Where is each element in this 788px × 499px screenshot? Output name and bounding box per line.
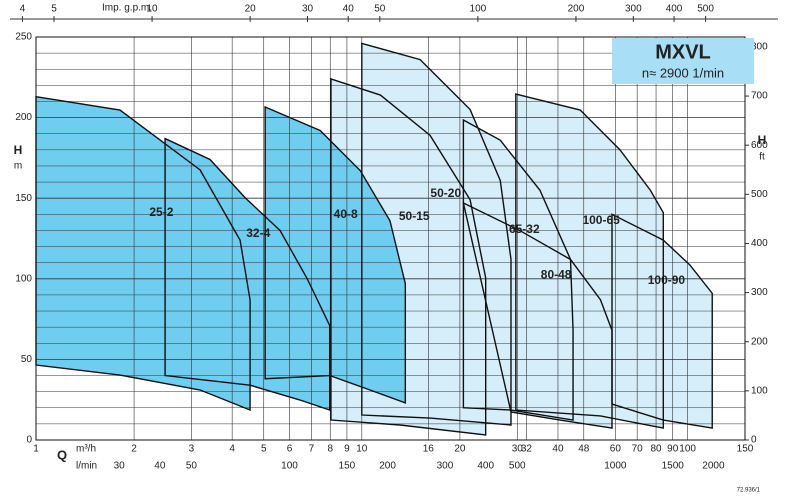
x3-unit: l/min [76,461,97,472]
x-tick-label: 10 [356,444,368,455]
y-tick-label: 100 [15,273,32,284]
y2-tick-label: 300 [751,287,768,298]
x-tick-label: 9 [344,444,350,455]
x-tick-label: 80 [650,444,662,455]
x3-tick-label: 1000 [604,461,627,472]
x3-tick-label: 30 [114,461,126,472]
x3-tick-label: 50 [186,461,198,472]
x-tick-label: 2 [131,444,137,455]
region-outline [264,105,407,404]
region-label: 50-15 [399,209,430,223]
y-tick-label: 250 [15,32,32,43]
y-unit: m [14,161,22,172]
region-outline [361,42,512,426]
x-tick-label: 7 [309,444,315,455]
y-label: H [14,143,23,157]
x2-tick-label: 20 [245,4,257,15]
x2-tick-label: 50 [374,4,386,15]
region-label: 32-4 [246,226,270,240]
x-tick-label: 60 [610,444,622,455]
region-label: 100-90 [648,273,686,287]
x-tick-label: 3 [189,444,195,455]
x-tick-label: 30 [512,444,524,455]
x2-tick-label: 40 [343,4,355,15]
x2-unit: Imp. g.p.m. [102,3,152,14]
y-tick-label: 150 [15,193,32,204]
y2-label: H [758,133,767,147]
x-tick-label: 5 [261,444,267,455]
plot-frame [35,36,746,441]
y2-tick-label: 800 [751,42,768,53]
region-outline [330,77,487,436]
x2-tick-label: 5 [51,4,57,15]
y2-tick-label: 100 [751,386,768,397]
code: 72.936/1 [737,488,761,494]
x2-tick-label: 200 [568,4,585,15]
x3-tick-label: 400 [477,461,494,472]
x3-tick-label: 150 [339,461,356,472]
x2-tick-label: 500 [697,4,714,15]
y2-tick-label: 700 [751,91,768,102]
x2-tick-label: 4 [20,4,26,15]
y2-unit: ft [759,152,765,163]
x-tick-label: 8 [327,444,333,455]
region-outline [611,213,713,429]
x-tick-label: 32 [521,444,533,455]
x2-tick-label: 10 [147,4,159,15]
x-tick-label: 6 [287,444,293,455]
x-tick-label: 40 [552,444,564,455]
y2-tick-label: 600 [751,140,768,151]
badge-title: MXVL [655,41,711,63]
y-tick-label: 50 [21,354,33,365]
region [36,96,251,411]
region-label: 65-32 [509,222,540,236]
x-tick-label: 1 [33,444,39,455]
y2-tick-label: 400 [751,238,768,249]
region-label: 50-20 [430,186,461,200]
y-tick-label: 200 [15,112,32,123]
y-tick-label: 0 [26,435,32,446]
region-outline [515,93,664,429]
region-outline [462,201,613,429]
x3-tick-label: 300 [437,461,454,472]
x3-tick-label: 2000 [702,461,725,472]
x2-tick-label: 30 [302,4,314,15]
region-label: 80-48 [541,267,572,281]
x-tick-label: 90 [667,444,679,455]
region-label: 100-65 [582,213,620,227]
x3-tick-label: 100 [281,461,298,472]
x3-tick-label: 40 [154,461,166,472]
y2-tick-label: 500 [751,189,768,200]
badge [612,38,754,84]
x-tick-label: 4 [229,444,235,455]
x-tick-label: 70 [632,444,644,455]
x-tick-label: 150 [737,444,754,455]
x2-tick-label: 100 [470,4,487,15]
region-outline [164,137,331,411]
region-outline [35,95,251,412]
x2-tick-label: 300 [625,4,642,15]
region-label: 25-2 [149,205,173,219]
x-label: Q [57,447,67,462]
badge-subtitle: n≈ 2900 1/min [642,65,724,80]
y2-tick-label: 0 [751,435,757,446]
region-outline [462,118,574,421]
x-tick-label: 48 [578,444,590,455]
y2-tick-label: 200 [751,336,768,347]
x3-tick-label: 1500 [662,461,685,472]
x-unit: m³/h [76,444,96,455]
region-label: 40-8 [334,207,358,221]
x3-tick-label: 200 [379,461,396,472]
x2-tick-label: 400 [666,4,683,15]
x-tick-label: 20 [454,444,466,455]
x-tick-label: 16 [423,444,435,455]
x-tick-label: 100 [679,444,696,455]
x3-tick-label: 500 [509,461,526,472]
